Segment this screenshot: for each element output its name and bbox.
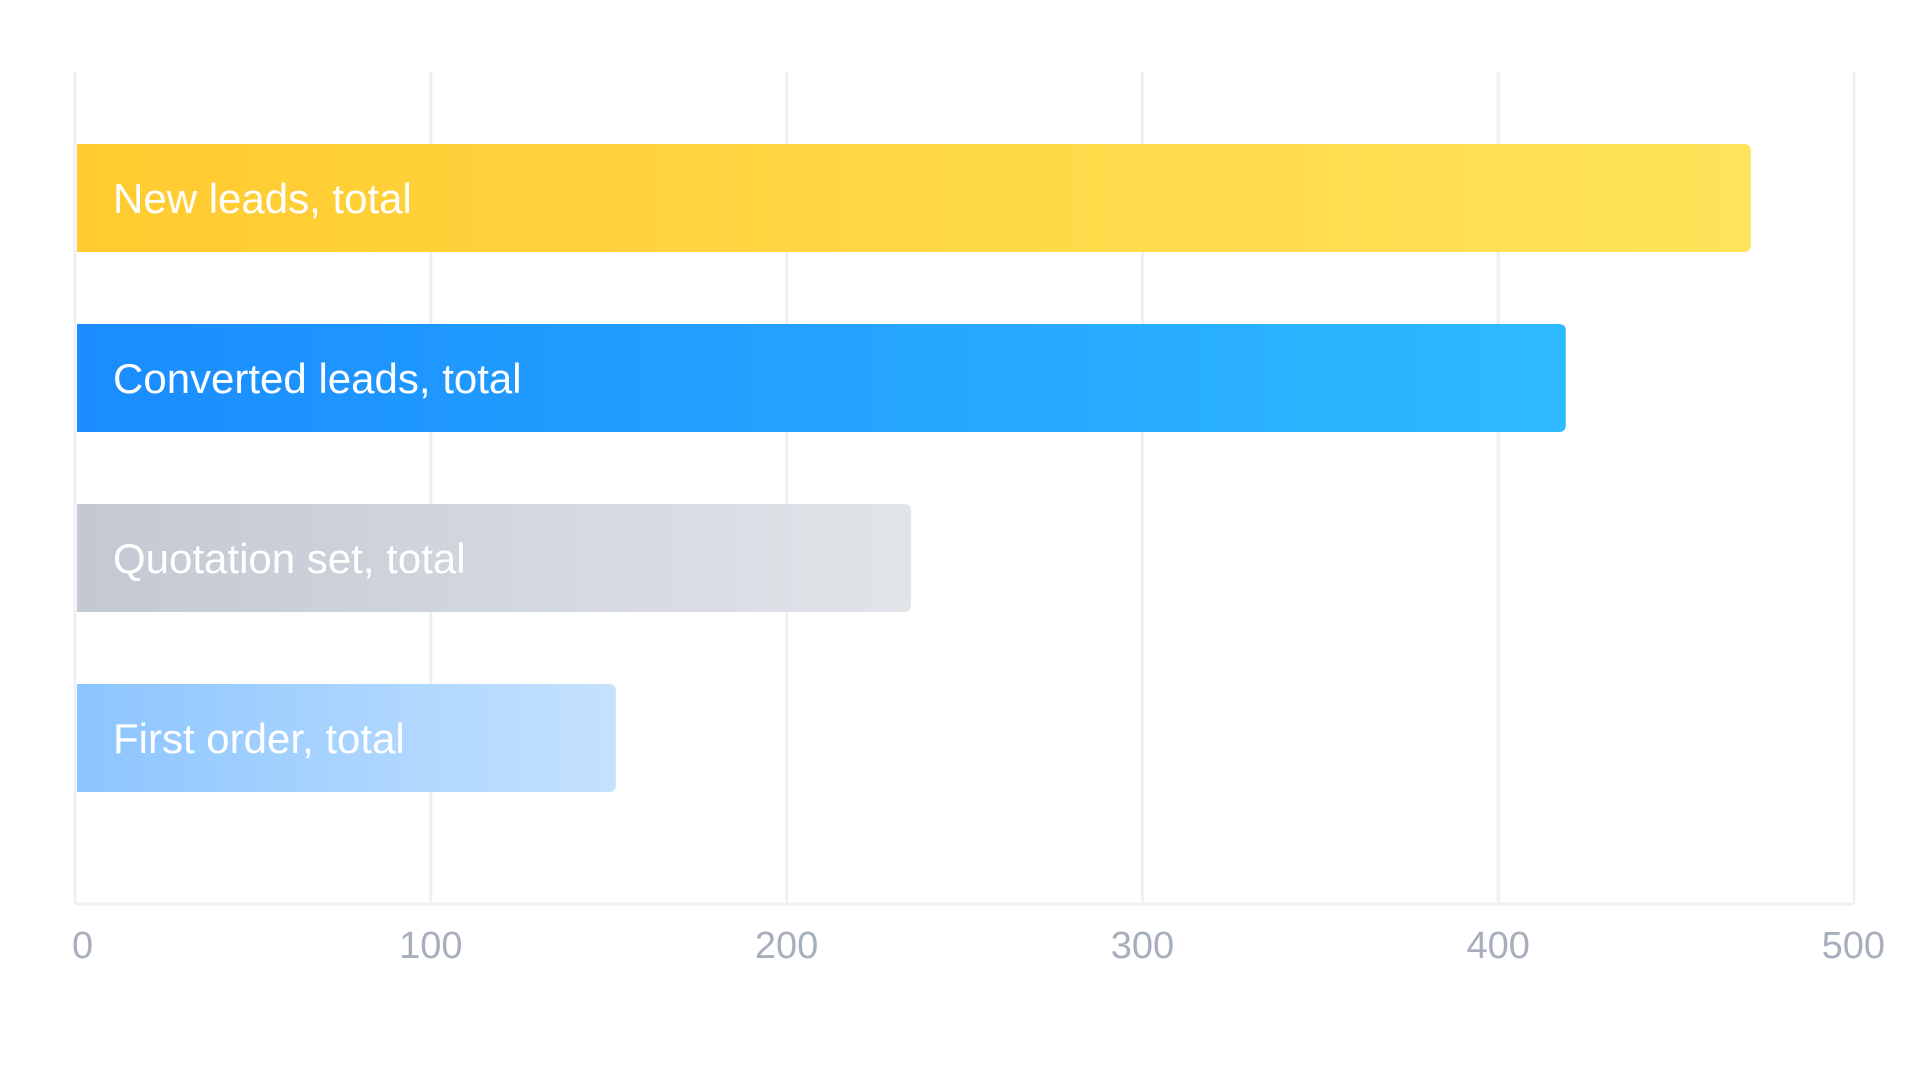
x-tick-label: 500 xyxy=(1822,925,1885,967)
bar-converted-leads-total xyxy=(77,324,1566,432)
bar-label: New leads, total xyxy=(113,175,412,222)
bar-quotation-set-total xyxy=(77,504,912,612)
x-tick-label: 100 xyxy=(399,925,462,967)
bars xyxy=(77,144,1751,792)
x-tick-label: 400 xyxy=(1466,925,1529,967)
x-tick-label: 0 xyxy=(72,925,93,967)
bar-new-leads-total xyxy=(77,144,1751,252)
bar-labels: New leads, total Converted leads, total Qu… xyxy=(113,175,522,762)
bar-first-order-total xyxy=(77,684,616,792)
bar-label: Quotation set, total xyxy=(113,535,466,582)
x-axis-ticks: 0 100 200 300 400 500 xyxy=(72,925,1885,967)
x-tick-label: 300 xyxy=(1111,925,1174,967)
bar-label: Converted leads, total xyxy=(113,355,522,402)
x-tick-label: 200 xyxy=(755,925,818,967)
bar-label: First order, total xyxy=(113,715,405,762)
